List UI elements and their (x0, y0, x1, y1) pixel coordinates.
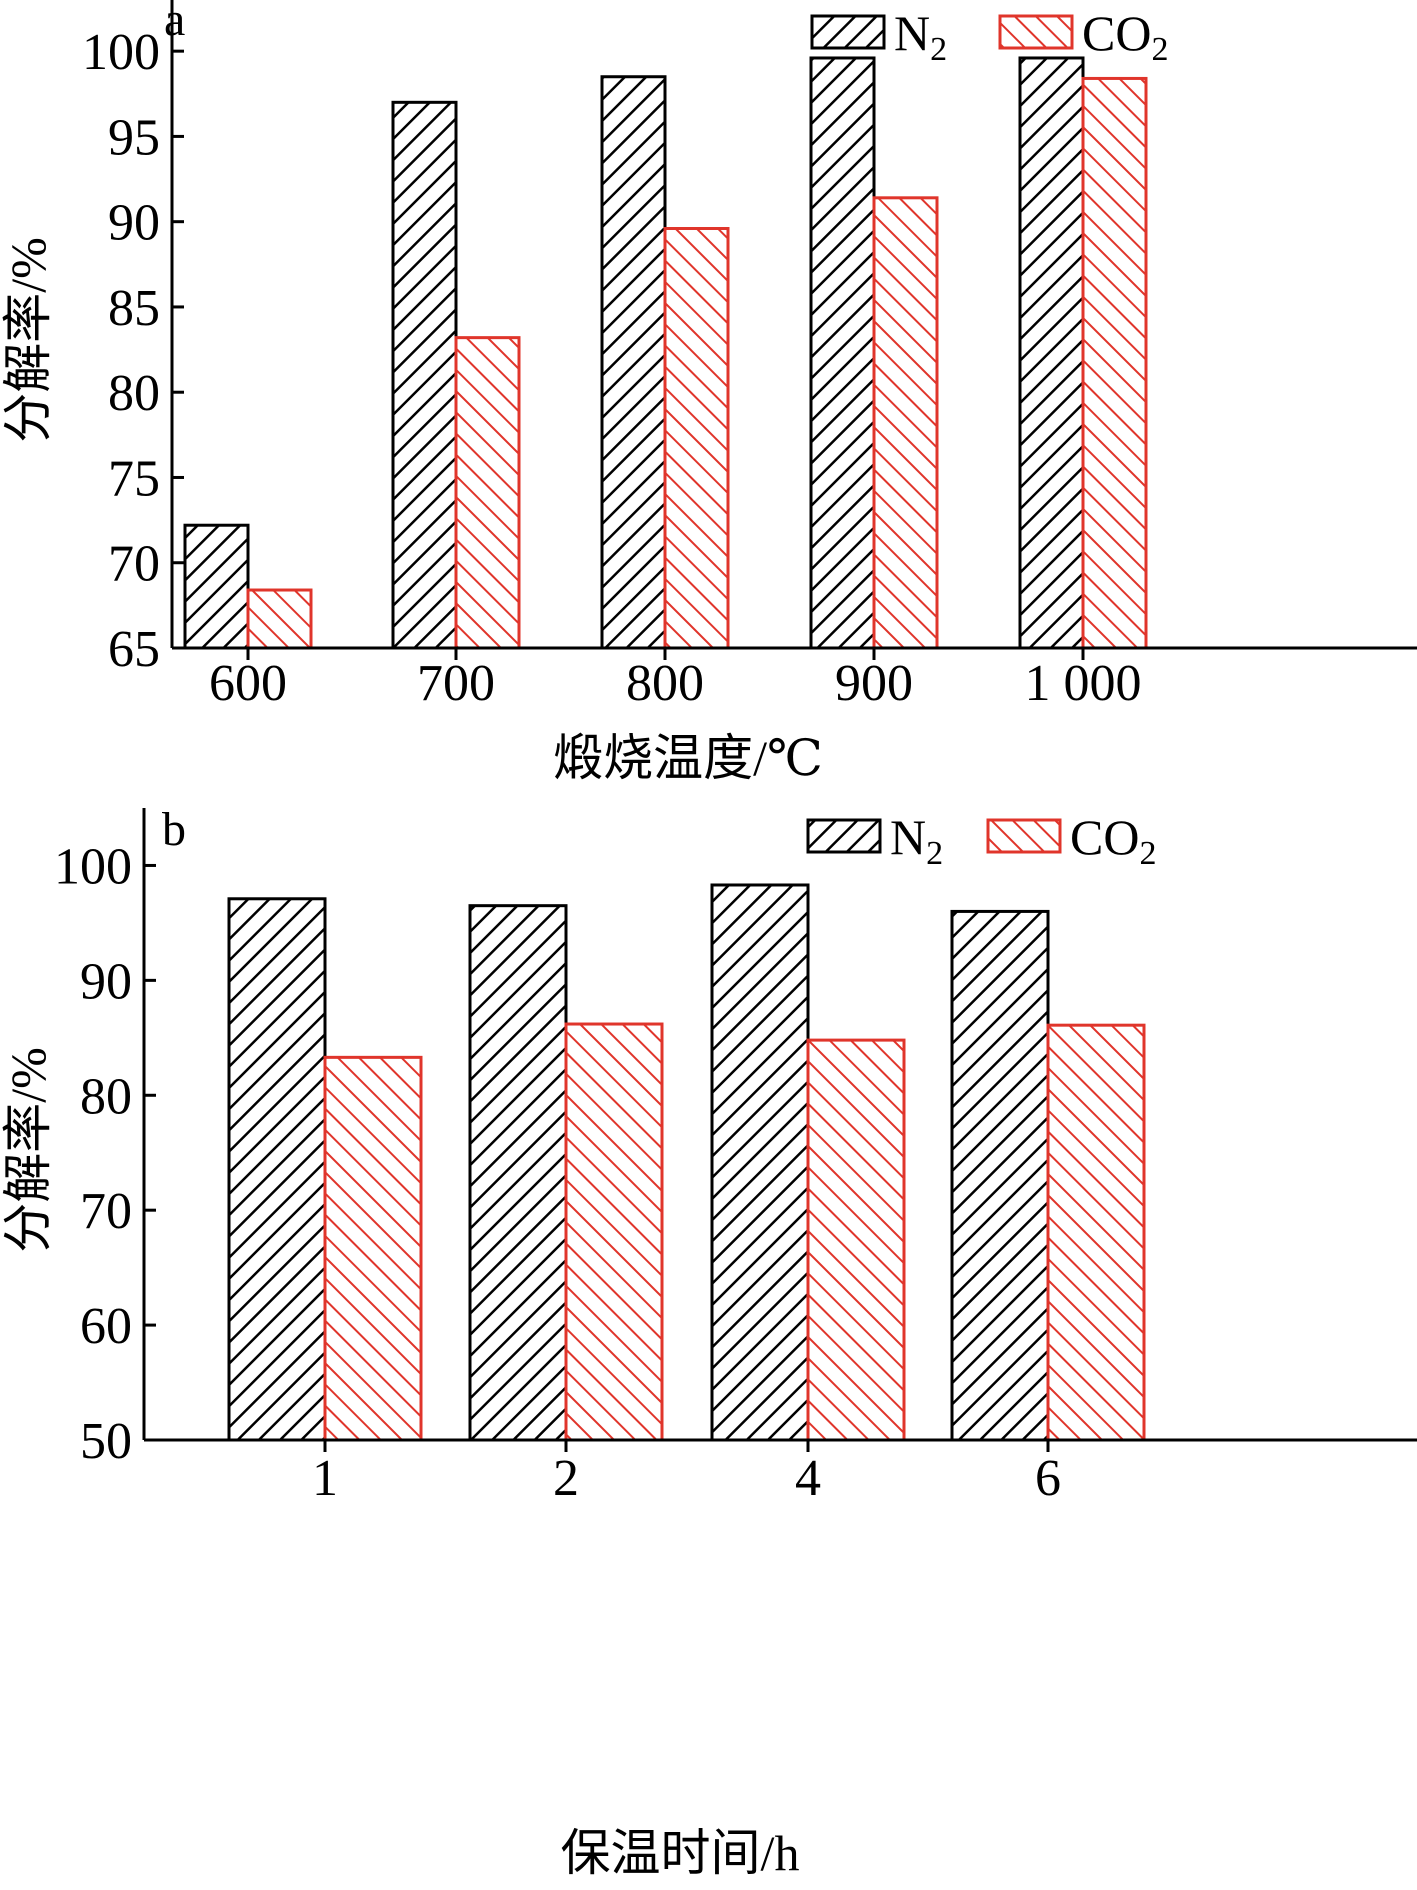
bar-n2-3 (950, 909, 1050, 1442)
legend-swatch-co2 (998, 14, 1074, 50)
legend-label-base: N (894, 5, 930, 61)
bar-co2-0 (246, 588, 313, 650)
bar-co2-2 (806, 1038, 906, 1442)
bar-co2-3 (872, 196, 939, 650)
y-tick-label: 80 (108, 365, 160, 422)
legend-label-subscript: 2 (926, 835, 943, 872)
bar-n2-0 (227, 897, 327, 1442)
legend-swatch-n2 (810, 14, 886, 50)
x-tick-label: 1 (312, 1450, 338, 1507)
legend-label-base: CO (1082, 5, 1151, 61)
bar-co2-2 (663, 227, 730, 650)
y-tick-label: 100 (54, 838, 132, 895)
x-axis-title: 保温时间/h (561, 1825, 800, 1881)
legend-label-subscript: 2 (1139, 835, 1156, 872)
y-axis-title: 分解率/% (0, 237, 56, 443)
chart-panel-a: 65 70 75 80 85 90 95 100 600 700 800 900 1 000 a 煅烧温度/… (0, 0, 1417, 786)
x-tick-label: 4 (795, 1450, 821, 1507)
y-tick-label: 75 (108, 450, 160, 507)
legend-label-co2: CO2 (1082, 5, 1168, 68)
y-tick-label: 90 (108, 195, 160, 252)
y-tick-label: 50 (80, 1413, 132, 1470)
y-tick-label: 60 (80, 1298, 132, 1355)
bar-co2-1 (564, 1022, 664, 1442)
legend-label-subscript: 2 (1151, 31, 1168, 68)
y-tick-label: 85 (108, 280, 160, 337)
legend-label-subscript: 2 (930, 31, 947, 68)
y-tick-label: 90 (80, 953, 132, 1010)
bar-co2-1 (454, 336, 521, 650)
bar-co2-0 (323, 1055, 423, 1442)
legend-label-base: N (890, 809, 926, 865)
bar-co2-4 (1081, 76, 1148, 650)
panel-letter: a (164, 0, 185, 46)
x-tick-label: 900 (835, 655, 913, 712)
legend-label-n2: N2 (890, 809, 943, 872)
bar-n2-1 (391, 100, 458, 650)
bar-co2-3 (1046, 1023, 1146, 1442)
bar-n2-2 (710, 883, 810, 1442)
x-tick-label: 600 (209, 655, 287, 712)
legend-swatch-co2 (986, 818, 1062, 854)
y-tick-label: 80 (80, 1068, 132, 1125)
x-tick-label: 800 (626, 655, 704, 712)
x-axis-title: 煅烧温度/℃ (553, 730, 823, 786)
bar-n2-3 (809, 56, 876, 650)
y-tick-label: 100 (82, 24, 160, 81)
legend-label-n2: N2 (894, 5, 947, 68)
legend-label-base: CO (1070, 809, 1139, 865)
legend-label-co2: CO2 (1070, 809, 1156, 872)
y-tick-label: 70 (108, 536, 160, 593)
y-axis-title: 分解率/% (0, 1047, 56, 1253)
legend-swatch-n2 (806, 818, 882, 854)
y-tick-label: 95 (108, 109, 160, 166)
bar-n2-0 (183, 523, 250, 650)
x-tick-label: 2 (553, 1450, 579, 1507)
y-tick-label: 65 (108, 621, 160, 678)
x-tick-label: 1 000 (1025, 655, 1142, 712)
bar-n2-4 (1018, 56, 1085, 650)
bar-n2-1 (468, 904, 568, 1442)
x-tick-label: 700 (417, 655, 495, 712)
panel-letter: b (162, 803, 186, 856)
y-tick-label: 70 (80, 1183, 132, 1240)
bar-n2-2 (600, 75, 667, 650)
x-tick-label: 6 (1035, 1450, 1061, 1507)
